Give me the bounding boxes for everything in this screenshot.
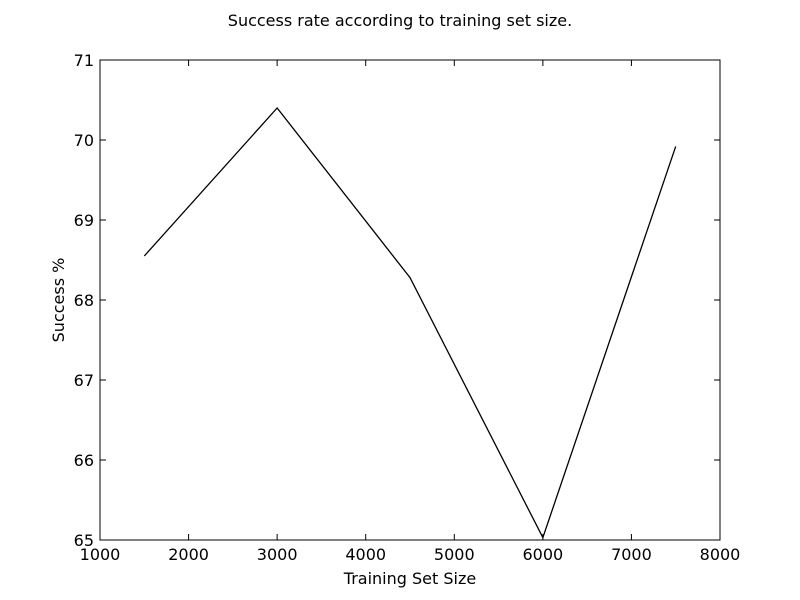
x-tick-label: 4000 [345,545,386,564]
y-tick-label: 71 [74,51,94,70]
x-tick-label: 8000 [700,545,741,564]
series-line [143,106,677,540]
x-tick-label: 2000 [168,545,209,564]
series-layer [143,106,677,540]
plot-frame [99,59,721,541]
chart-title: Success rate according to training set s… [228,11,572,30]
y-axis-ticks: 65 66 67 68 69 70 71 [74,51,720,550]
x-tick-label: 7000 [611,545,652,564]
y-tick-label: 69 [74,211,94,230]
x-tick-label: 5000 [434,545,475,564]
x-tick-label: 3000 [257,545,298,564]
y-tick-label: 70 [74,131,94,150]
y-tick-label: 67 [74,371,94,390]
y-tick-label: 66 [74,451,94,470]
x-tick-label: 1000 [80,545,121,564]
y-axis-label: Success % [49,258,68,343]
x-axis-ticks: 1000 2000 3000 4000 5000 6000 7000 8000 [80,60,741,564]
x-axis-label: Training Set Size [343,569,476,588]
x-tick-label: 6000 [522,545,563,564]
y-tick-label: 68 [74,291,94,310]
y-tick-label: 65 [74,531,94,550]
